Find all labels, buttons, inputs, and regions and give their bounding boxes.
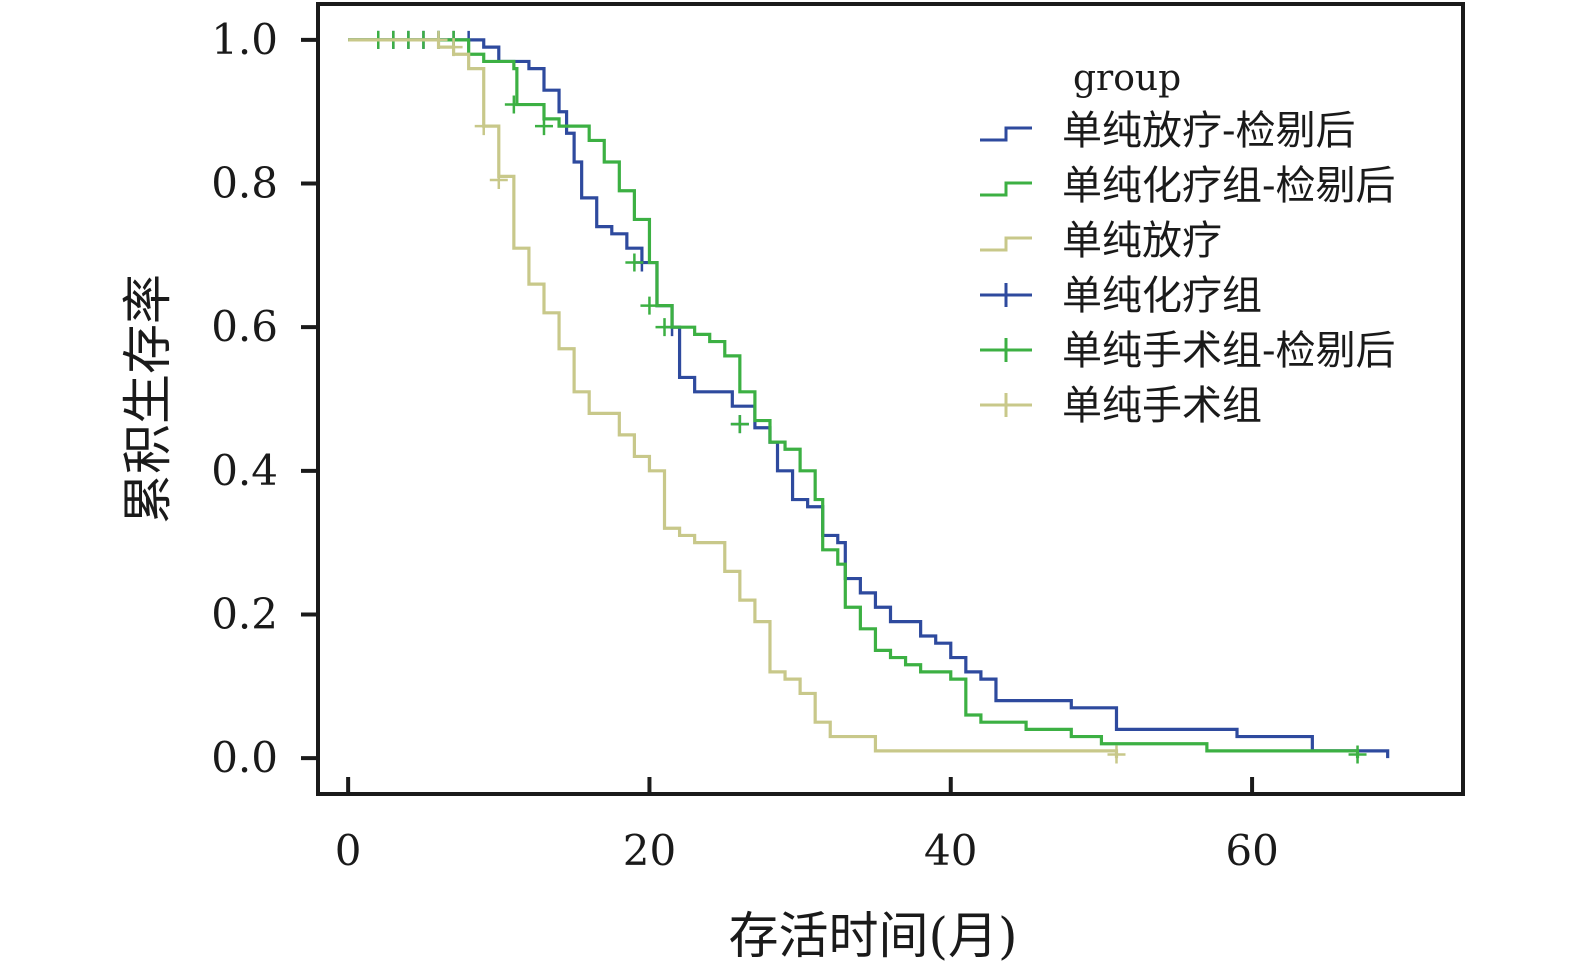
legend-label: 单纯手术组-检剔后 xyxy=(1062,328,1396,374)
y-tick-label: 0.4 xyxy=(211,446,278,495)
legend-step-symbol xyxy=(980,236,1032,252)
censor-mark xyxy=(444,38,463,57)
legend-label: 单纯放疗 xyxy=(1062,218,1222,264)
y-tick-label: 0.0 xyxy=(211,733,278,782)
x-tick-label: 60 xyxy=(1225,826,1278,875)
y-tick-label: 1.0 xyxy=(211,15,278,64)
censor-mark xyxy=(534,117,553,136)
censor-mark xyxy=(1107,745,1126,764)
censor-mark xyxy=(489,170,508,189)
y-axis: 0.0 0.2 0.4 0.6 0.8 1.0 xyxy=(211,15,318,782)
legend-cross-symbol xyxy=(980,338,1032,362)
legend-label: 单纯化疗组 xyxy=(1062,273,1262,319)
censor-mark xyxy=(640,296,659,315)
legend-step-symbol xyxy=(980,126,1032,142)
x-tick-label: 20 xyxy=(623,826,676,875)
series-layer xyxy=(348,30,1390,764)
legend-step-symbol xyxy=(980,181,1032,197)
legend-label: 单纯手术组 xyxy=(1062,383,1262,429)
legend-label: 单纯放疗-检剔后 xyxy=(1062,108,1356,154)
legend-label: 单纯化疗组-检剔后 xyxy=(1062,163,1396,209)
censor-mark xyxy=(474,117,493,136)
x-axis-title: 存活时间(月) xyxy=(728,907,1017,965)
plot-frame xyxy=(316,2,1465,796)
x-axis: 0 20 40 60 xyxy=(335,777,1279,875)
legend: group 单纯放疗-检剔后单纯化疗组-检剔后单纯放疗单纯化疗组单纯手术组-检剔… xyxy=(980,58,1396,429)
legend-title: group xyxy=(1073,58,1181,99)
series-line-2 xyxy=(348,38,1360,759)
censor-mark xyxy=(429,30,448,49)
censor-mark xyxy=(625,253,644,272)
y-tick-label: 0.6 xyxy=(211,302,278,351)
censor-mark xyxy=(655,318,674,337)
x-tick-label: 0 xyxy=(335,826,362,875)
y-axis-title: 累积生存率 xyxy=(119,274,177,524)
x-tick-label: 40 xyxy=(924,826,977,875)
series-line-3 xyxy=(348,38,1119,759)
y-tick-label: 0.8 xyxy=(211,159,278,208)
censor-mark xyxy=(1348,745,1367,764)
legend-cross-symbol xyxy=(980,393,1032,417)
censor-mark xyxy=(730,415,749,434)
legend-cross-symbol xyxy=(980,283,1032,307)
censor-mark xyxy=(504,95,523,114)
y-tick-label: 0.2 xyxy=(211,589,278,638)
